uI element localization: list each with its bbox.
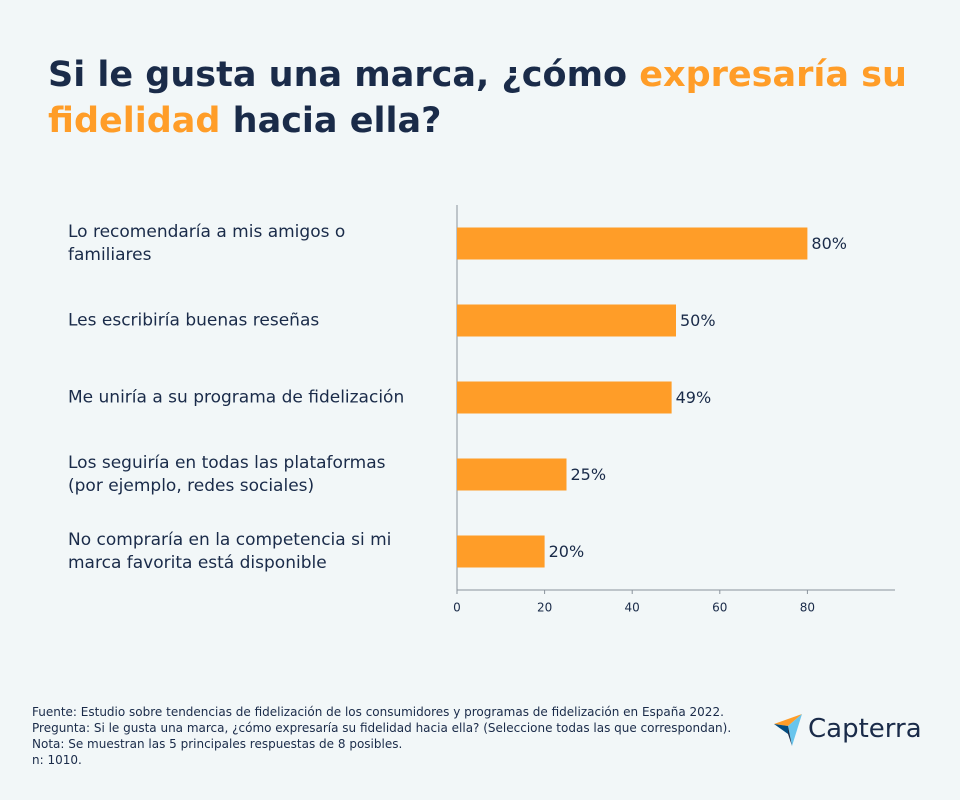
logo-text: Capterra xyxy=(808,714,922,744)
value-label: 50% xyxy=(680,311,716,330)
category-label: No compraría en la competencia si mi mar… xyxy=(68,529,392,573)
value-label: 80% xyxy=(811,234,847,253)
x-tick-label: 40 xyxy=(625,601,640,615)
x-tick-label: 20 xyxy=(537,601,552,615)
note-line: Nota: Se muestran las 5 principales resp… xyxy=(32,737,403,751)
x-tick-label: 0 xyxy=(453,601,461,615)
title-part: hacia ella? xyxy=(220,101,442,141)
bar xyxy=(457,381,672,414)
note-line: Fuente: Estudio sobre tendencias de fide… xyxy=(32,705,724,719)
category-label: Lo recomendaría a mis amigos o familiare… xyxy=(68,221,346,265)
title-part: Si le gusta una marca, ¿cómo xyxy=(48,55,640,95)
category-label: Les escribiría buenas reseñas xyxy=(68,310,320,330)
value-label: 25% xyxy=(571,465,607,484)
x-tick-label: 60 xyxy=(712,601,727,615)
bar xyxy=(457,304,676,337)
note-line: n: 1010. xyxy=(32,753,82,767)
bar xyxy=(457,535,545,568)
note-line: Pregunta: Si le gusta una marca, ¿cómo e… xyxy=(32,721,732,735)
logo-icon xyxy=(774,714,802,746)
x-tick-label: 80 xyxy=(800,601,815,615)
bar xyxy=(457,458,567,491)
notes: Fuente: Estudio sobre tendencias de fide… xyxy=(32,704,731,768)
title-highlight: expresaría su fidelidad xyxy=(48,55,907,141)
logo: Capterra xyxy=(772,712,932,748)
value-label: 49% xyxy=(676,388,712,407)
category-label: Me uniría a su programa de fidelización xyxy=(68,387,405,407)
chart-title: Si le gusta una marca, ¿cómo expresaría … xyxy=(48,52,928,144)
category-label: Los seguiría en todas las plataformas (p… xyxy=(68,452,386,496)
bar xyxy=(457,227,808,260)
value-label: 20% xyxy=(549,542,585,561)
